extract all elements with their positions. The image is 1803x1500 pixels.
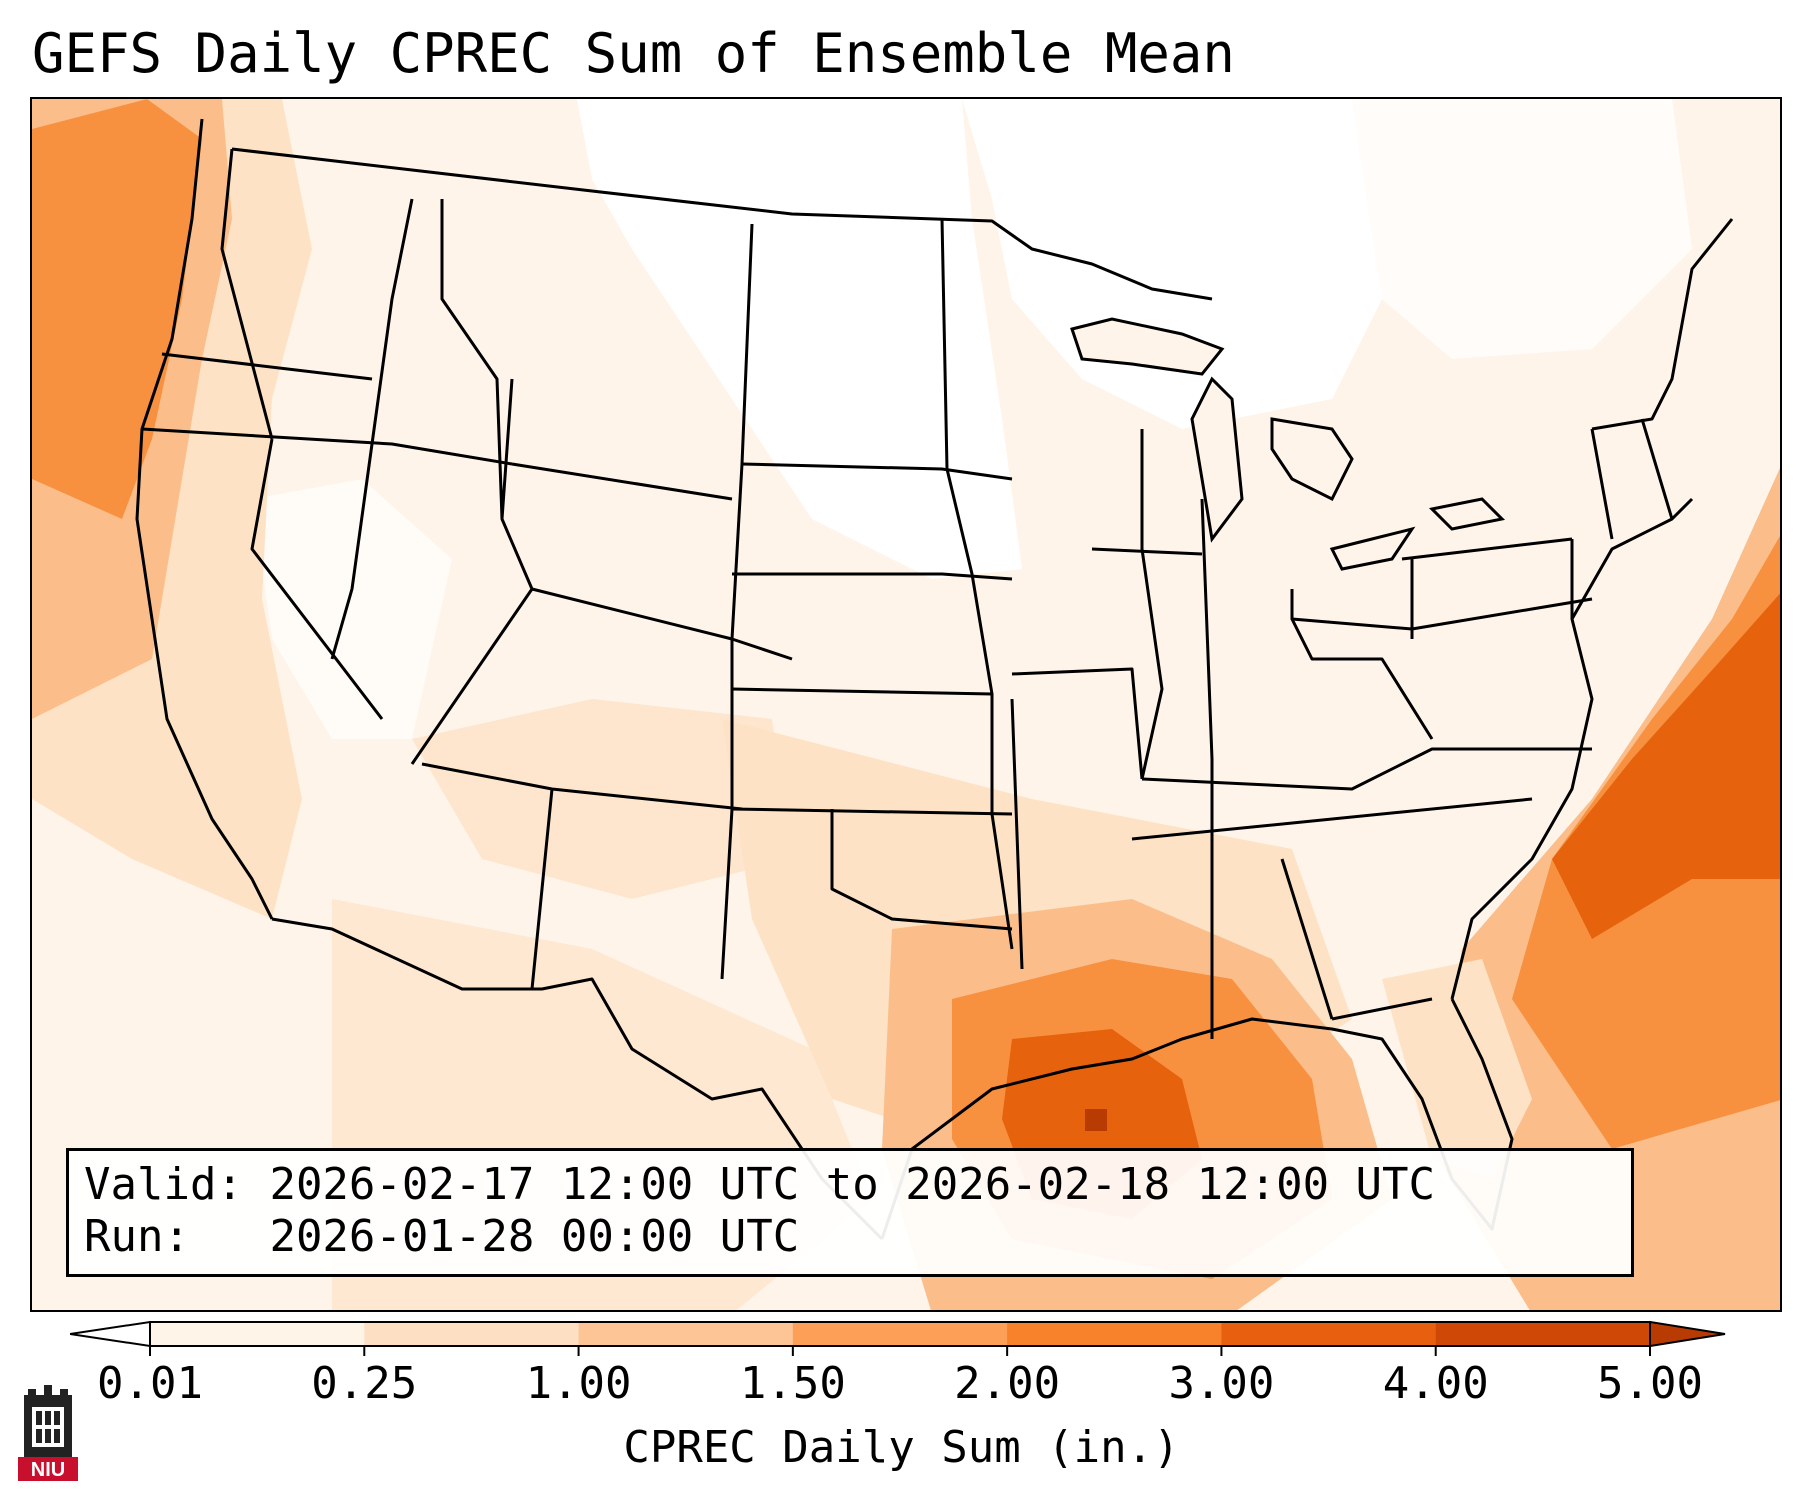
colorbar-tick-label: 1.50 — [739, 1358, 846, 1409]
very-heavy-atlantic — [1552, 593, 1780, 939]
colorbar-tick-label: 0.25 — [311, 1358, 418, 1409]
extreme-gulf-cell — [1085, 1109, 1107, 1131]
dry-area-west — [252, 479, 452, 739]
colorbar-segment — [578, 1322, 794, 1346]
niu-logo: NIU — [18, 1385, 78, 1481]
colorbar-segment — [1435, 1322, 1651, 1346]
colorbar-extend-min — [70, 1320, 151, 1348]
valid-value: 2026-02-17 12:00 UTC to 2026-02-18 12:00… — [269, 1159, 1436, 1210]
colorbar-extend-max — [1649, 1320, 1726, 1348]
valid-info-box: Valid: 2026-02-17 12:00 UTC to 2026-02-1… — [66, 1148, 1634, 1277]
colorbar-segment — [792, 1322, 1008, 1346]
state-borders — [135, 118, 1734, 1241]
heavy-pacific-coast — [32, 99, 202, 519]
valid-label: Valid: — [84, 1159, 243, 1210]
logo-text: NIU — [31, 1459, 65, 1481]
colorbar-segment — [150, 1322, 365, 1346]
colorbar-segment — [364, 1322, 580, 1346]
run-label: Run: — [84, 1211, 190, 1262]
dry-area-northeast — [1352, 99, 1692, 359]
great-lakes — [1070, 317, 1506, 571]
light-florida — [1382, 959, 1532, 1179]
colorbar-tick-label: 3.00 — [1168, 1358, 1275, 1409]
precipitation-map — [30, 97, 1782, 1312]
colorbar-label: CPREC Daily Sum (in.) — [623, 1422, 1180, 1473]
run-value: 2026-01-28 00:00 UTC — [269, 1211, 800, 1262]
valid-line: Valid: 2026-02-17 12:00 UTC to 2026-02-1… — [84, 1159, 1435, 1211]
precip-shading — [32, 99, 1780, 1310]
colorbar — [70, 1320, 1726, 1356]
moderate-caribbean — [1594, 1180, 1780, 1310]
colorbar-tick-label: 2.00 — [954, 1358, 1061, 1409]
colorbar-tick-label: 5.00 — [1597, 1358, 1703, 1409]
map-title: GEFS Daily CPREC Sum of Ensemble Mean — [32, 22, 1235, 85]
run-line: Run: 2026-01-28 00:00 UTC — [84, 1211, 799, 1263]
colorbar-outline — [149, 1321, 1651, 1347]
colorbar-tick-label: 0.01 — [97, 1358, 203, 1409]
colorbar-tick-label: 1.00 — [525, 1358, 632, 1409]
colorbar-segment — [1007, 1322, 1222, 1346]
light-southwest — [412, 699, 792, 899]
colorbar-segment — [1221, 1322, 1437, 1346]
dry-area-great-lakes — [962, 99, 1382, 429]
colorbar-tick-label: 4.00 — [1382, 1358, 1489, 1409]
